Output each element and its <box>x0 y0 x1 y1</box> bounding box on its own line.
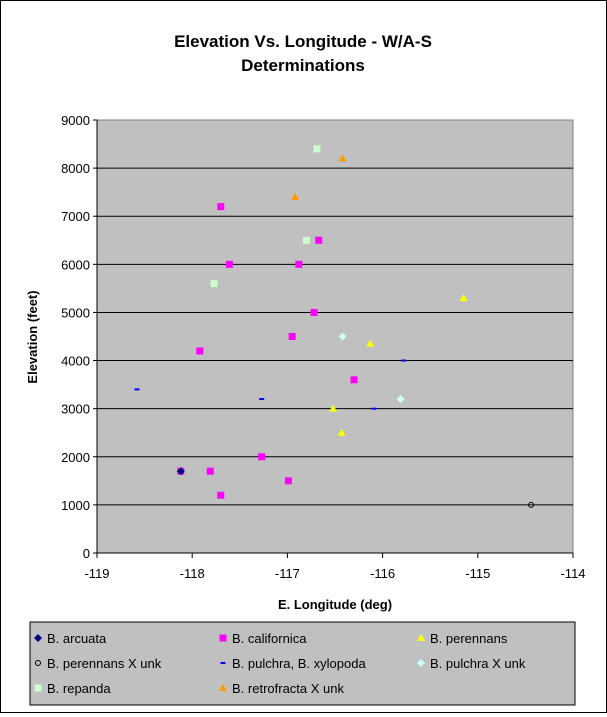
legend-marker <box>34 634 42 642</box>
y-tick-label: 7000 <box>61 209 90 224</box>
data-point <box>217 491 225 499</box>
legend-label: B. perennans <box>430 631 508 646</box>
y-tick-label: 4000 <box>61 354 90 369</box>
legend-label: B. pulchra X unk <box>430 656 526 671</box>
legend-label: B. arcuata <box>47 631 107 646</box>
y-tick-label: 5000 <box>61 305 90 320</box>
data-point <box>329 404 338 412</box>
data-point <box>210 280 218 288</box>
y-tick-label: 9000 <box>61 113 90 128</box>
legend-marker <box>417 659 425 667</box>
data-point <box>396 395 405 404</box>
legend-label: B. repanda <box>47 681 111 696</box>
data-point <box>134 388 140 391</box>
y-tick-label: 6000 <box>61 257 90 272</box>
x-tick-label: -115 <box>465 566 490 581</box>
legend-marker <box>35 660 41 666</box>
legend-marker <box>220 662 226 664</box>
x-tick-label: -116 <box>370 566 395 581</box>
chart-title-line1: Elevation Vs. Longitude - W/A-S <box>174 32 432 51</box>
data-point <box>196 347 204 355</box>
y-axis-label: Elevation (feet) <box>25 290 40 383</box>
data-point <box>401 359 407 362</box>
legend-marker <box>219 634 227 642</box>
data-point <box>284 477 292 485</box>
data-point <box>302 236 310 244</box>
y-tick-label: 2000 <box>61 450 90 465</box>
legend-label: B. retrofracta X unk <box>232 681 344 696</box>
y-tick-label: 1000 <box>61 498 90 513</box>
x-tick-label: -118 <box>180 566 205 581</box>
x-axis-label: E. Longitude (deg) <box>278 597 392 612</box>
legend-label: B. californica <box>232 631 307 646</box>
y-tick-label: 8000 <box>61 161 90 176</box>
data-point <box>225 260 233 268</box>
legend-marker <box>219 684 227 691</box>
data-point <box>337 428 346 436</box>
data-point <box>528 501 535 508</box>
y-tick-label: 0 <box>83 546 90 561</box>
x-tick-label: -119 <box>84 566 109 581</box>
data-point <box>295 260 303 268</box>
data-point <box>338 154 347 162</box>
data-point <box>313 145 321 153</box>
legend-box <box>29 621 576 706</box>
plot-area <box>96 119 574 554</box>
legend-marker <box>34 684 42 692</box>
legend-label: B. pulchra, B. xylopoda <box>232 656 366 671</box>
data-point <box>338 332 347 341</box>
data-point <box>459 294 468 302</box>
data-point <box>176 467 185 476</box>
x-tick-label: -114 <box>560 566 585 581</box>
chart-title-line2: Determinations <box>241 56 365 75</box>
data-point <box>315 236 323 244</box>
data-point <box>258 453 266 461</box>
y-tick-label: 3000 <box>61 402 90 417</box>
data-point <box>288 333 296 340</box>
data-point <box>350 376 358 384</box>
data-point <box>217 203 225 211</box>
legend-marker <box>417 634 425 641</box>
data-point <box>366 339 375 347</box>
data-point <box>371 407 377 410</box>
x-tick-label: -117 <box>275 566 300 581</box>
data-point <box>310 308 318 316</box>
data-point <box>206 467 214 475</box>
data-point <box>291 192 300 200</box>
data-point <box>259 398 265 401</box>
legend-label: B. perennans X unk <box>47 656 162 671</box>
